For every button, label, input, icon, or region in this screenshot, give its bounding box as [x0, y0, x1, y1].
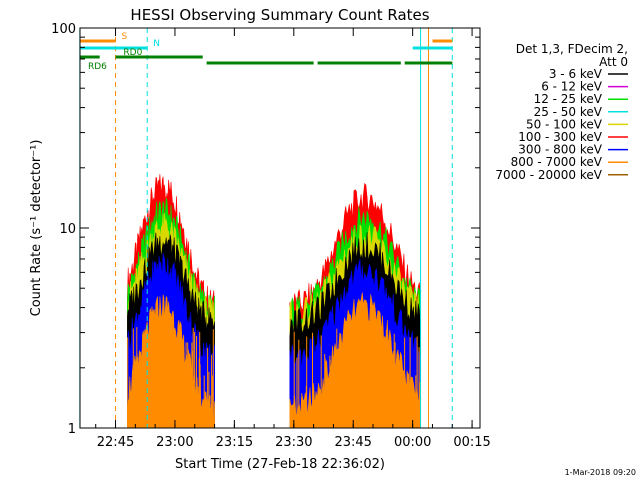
flag-label-n: N [153, 39, 160, 49]
x-tick-label-4: 23:45 [334, 435, 371, 450]
x-tick-label-2: 23:15 [216, 435, 253, 450]
y-tick-label-0: 1 [68, 422, 76, 437]
x-tick-label-5: 00:00 [394, 435, 431, 450]
legend-label-8: 7000 - 20000 keV [495, 168, 602, 182]
timestamp: 1-Mar-2018 09:20 [565, 468, 636, 477]
legend-header-1: Det 1,3, FDecim 2, [516, 42, 628, 56]
y-tick-label-1: 10 [59, 222, 76, 237]
legend-label-0: 3 - 6 keV [549, 67, 603, 81]
legend-header-2: Att 0 [599, 55, 628, 69]
legend-label-2: 12 - 25 keV [534, 92, 603, 106]
x-tick-label-1: 23:00 [156, 435, 193, 450]
data-layer [127, 174, 421, 428]
legend-label-3: 25 - 50 keV [534, 105, 603, 119]
flag-label-rd0: RD0 [123, 48, 142, 58]
x-tick-label-6: 00:15 [453, 435, 490, 450]
y-axis-label: Count Rate (s⁻¹ detector⁻¹) [29, 140, 44, 317]
legend-label-4: 50 - 100 keV [526, 117, 603, 131]
legend-label-5: 100 - 300 keV [518, 130, 602, 144]
flag-label-rd6: RD6 [88, 62, 107, 72]
legend-label-6: 300 - 800 keV [518, 143, 602, 157]
flag-label-s: S [122, 32, 128, 42]
y-tick-label-2: 100 [51, 22, 76, 37]
legend-label-1: 6 - 12 keV [541, 80, 603, 94]
chart-title: HESSI Observing Summary Count Rates [130, 6, 429, 24]
legend-label-7: 800 - 7000 keV [511, 155, 603, 169]
x-axis-label: Start Time (27-Feb-18 22:36:02) [175, 457, 385, 472]
x-tick-label-3: 23:30 [275, 435, 312, 450]
x-tick-label-0: 22:45 [97, 435, 134, 450]
